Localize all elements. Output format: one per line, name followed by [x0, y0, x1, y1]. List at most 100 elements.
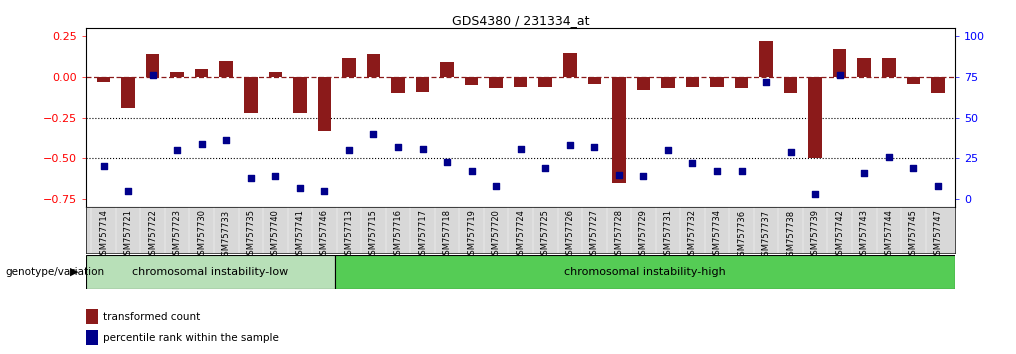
Text: GSM757725: GSM757725: [541, 210, 550, 260]
Text: transformed count: transformed count: [103, 312, 200, 322]
Point: [709, 169, 725, 174]
Point: [340, 147, 357, 153]
Text: GSM757739: GSM757739: [811, 210, 820, 261]
Text: GSM757746: GSM757746: [320, 210, 329, 261]
Point: [218, 138, 235, 143]
Text: GSM757740: GSM757740: [271, 210, 279, 260]
Point: [905, 165, 922, 171]
Bar: [538, 77, 552, 87]
Point: [807, 191, 823, 197]
Bar: [906, 77, 920, 84]
Bar: [809, 77, 822, 158]
Bar: [637, 77, 650, 90]
Bar: [121, 77, 135, 108]
Text: percentile rank within the sample: percentile rank within the sample: [103, 333, 278, 343]
Text: GSM757723: GSM757723: [173, 210, 182, 261]
Text: GSM757720: GSM757720: [492, 210, 501, 260]
Point: [415, 146, 431, 152]
Bar: [86, 330, 98, 345]
Text: GSM757717: GSM757717: [418, 210, 427, 261]
Point: [144, 73, 161, 78]
Text: chromosomal instability-high: chromosomal instability-high: [564, 267, 725, 277]
Text: GSM757744: GSM757744: [884, 210, 893, 260]
Text: GSM757738: GSM757738: [786, 210, 796, 261]
Bar: [759, 41, 773, 77]
Bar: [342, 58, 356, 77]
Text: GSM757722: GSM757722: [148, 210, 157, 260]
Text: GSM757735: GSM757735: [246, 210, 255, 261]
Point: [512, 146, 528, 152]
Point: [734, 169, 750, 174]
Text: GSM757732: GSM757732: [688, 210, 697, 261]
Point: [463, 169, 480, 174]
Point: [856, 170, 873, 176]
Point: [659, 147, 676, 153]
Bar: [268, 72, 282, 77]
Point: [316, 188, 332, 194]
Text: GSM757715: GSM757715: [369, 210, 378, 260]
Text: GSM757737: GSM757737: [762, 210, 770, 261]
Point: [586, 144, 602, 150]
Text: GSM757736: GSM757736: [737, 210, 746, 261]
Bar: [465, 77, 479, 85]
Point: [758, 79, 774, 85]
Point: [537, 165, 554, 171]
Bar: [686, 77, 699, 87]
Bar: [563, 53, 576, 77]
Point: [292, 185, 308, 190]
Text: GSM757728: GSM757728: [615, 210, 624, 261]
Bar: [219, 61, 233, 77]
Point: [685, 160, 701, 166]
Bar: [391, 77, 404, 93]
Bar: [171, 72, 184, 77]
Text: GSM757716: GSM757716: [393, 210, 402, 261]
Bar: [784, 77, 798, 93]
Point: [635, 173, 651, 179]
Point: [96, 164, 112, 169]
Bar: [86, 309, 98, 324]
Bar: [587, 77, 601, 84]
Bar: [931, 77, 945, 93]
Point: [169, 147, 185, 153]
Text: GSM757733: GSM757733: [221, 210, 231, 261]
Text: genotype/variation: genotype/variation: [5, 267, 105, 277]
Point: [267, 173, 283, 179]
Point: [243, 175, 259, 181]
Bar: [416, 77, 430, 92]
Point: [562, 143, 578, 148]
Bar: [146, 54, 160, 77]
Text: GSM757718: GSM757718: [443, 210, 451, 261]
Bar: [514, 77, 527, 87]
Bar: [244, 77, 257, 113]
Bar: [612, 77, 626, 183]
Point: [782, 149, 799, 155]
Point: [611, 172, 627, 177]
Point: [390, 144, 406, 150]
Bar: [334, 255, 955, 289]
Text: chromosomal instability-low: chromosomal instability-low: [132, 267, 289, 277]
Bar: [318, 77, 331, 131]
Text: GSM757731: GSM757731: [663, 210, 673, 261]
Bar: [86, 255, 334, 289]
Point: [194, 141, 210, 147]
Bar: [367, 54, 380, 77]
Bar: [293, 77, 307, 113]
Text: GSM757721: GSM757721: [124, 210, 132, 260]
Text: GSM757741: GSM757741: [296, 210, 305, 260]
Text: GSM757742: GSM757742: [835, 210, 844, 260]
Text: GSM757726: GSM757726: [565, 210, 574, 261]
Text: GSM757734: GSM757734: [712, 210, 721, 261]
Text: GSM757719: GSM757719: [467, 210, 477, 260]
Point: [366, 131, 382, 137]
Bar: [735, 77, 749, 88]
Text: GSM757714: GSM757714: [99, 210, 108, 260]
Text: GSM757713: GSM757713: [344, 210, 354, 261]
Text: GSM757729: GSM757729: [639, 210, 648, 260]
Text: GSM757724: GSM757724: [516, 210, 525, 260]
Text: GSM757730: GSM757730: [197, 210, 206, 261]
Title: GDS4380 / 231334_at: GDS4380 / 231334_at: [452, 14, 589, 27]
Bar: [661, 77, 675, 88]
Point: [881, 154, 897, 160]
Bar: [710, 77, 723, 87]
Bar: [882, 58, 895, 77]
